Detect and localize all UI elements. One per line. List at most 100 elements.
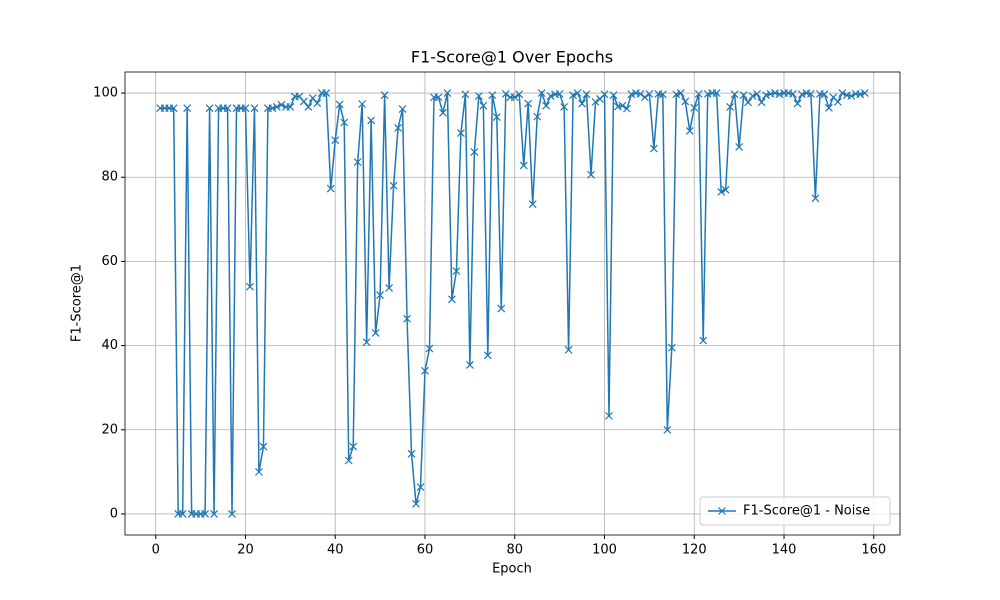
legend-marker bbox=[718, 507, 726, 515]
data-point bbox=[753, 89, 761, 98]
x-tick-label: 40 bbox=[327, 543, 344, 558]
data-point bbox=[389, 181, 398, 190]
data-point bbox=[757, 98, 766, 107]
data-point bbox=[183, 104, 192, 113]
data-point bbox=[775, 90, 784, 99]
data-point bbox=[528, 200, 537, 209]
data-point bbox=[228, 510, 236, 518]
data-point bbox=[838, 89, 847, 97]
data-point bbox=[313, 99, 322, 108]
data-point bbox=[587, 170, 595, 179]
x-tick-label: 160 bbox=[861, 543, 886, 558]
y-tick-label: 80 bbox=[101, 170, 118, 185]
data-point bbox=[623, 104, 631, 113]
data-point bbox=[730, 90, 739, 99]
plot-frame bbox=[124, 71, 901, 536]
data-point bbox=[524, 99, 533, 108]
data-point bbox=[358, 100, 367, 108]
data-point bbox=[771, 89, 779, 97]
data-point bbox=[640, 93, 649, 102]
data-point bbox=[362, 338, 371, 347]
data-point bbox=[299, 97, 308, 106]
data-point bbox=[833, 97, 842, 106]
y-axis-label: F1-Score@1 bbox=[70, 264, 85, 342]
x-tick-label: 80 bbox=[506, 543, 523, 558]
data-point bbox=[474, 92, 483, 100]
data-point bbox=[636, 89, 645, 98]
y-tick-label: 40 bbox=[101, 338, 118, 353]
data-point bbox=[618, 101, 627, 110]
data-point bbox=[349, 442, 358, 451]
data-point bbox=[510, 93, 519, 102]
data-point bbox=[690, 103, 699, 112]
data-point bbox=[726, 103, 735, 111]
data-point bbox=[699, 336, 708, 345]
data-point bbox=[820, 90, 829, 99]
data-point bbox=[353, 158, 362, 166]
data-point bbox=[555, 89, 564, 98]
data-point bbox=[685, 127, 694, 135]
data-point bbox=[385, 284, 394, 292]
data-point bbox=[340, 118, 349, 127]
data-point bbox=[501, 89, 510, 98]
data-point bbox=[277, 100, 286, 109]
data-point bbox=[421, 366, 429, 375]
data-point bbox=[201, 510, 210, 518]
data-point bbox=[560, 103, 569, 111]
data-point bbox=[824, 103, 833, 112]
data-point bbox=[712, 89, 721, 97]
data-point bbox=[367, 116, 376, 125]
data-point bbox=[394, 124, 402, 132]
data-point bbox=[789, 89, 797, 98]
data-point bbox=[483, 351, 492, 360]
data-point bbox=[860, 89, 869, 97]
data-point bbox=[380, 91, 389, 100]
legend-box bbox=[699, 496, 891, 526]
data-point bbox=[412, 499, 420, 508]
data-point bbox=[205, 104, 214, 113]
data-point bbox=[416, 483, 425, 491]
data-point bbox=[600, 90, 609, 99]
data-point bbox=[371, 329, 380, 337]
data-point bbox=[694, 89, 703, 98]
data-point bbox=[479, 101, 488, 110]
data-point bbox=[739, 91, 748, 100]
data-point bbox=[255, 467, 263, 476]
data-point bbox=[335, 100, 344, 109]
data-point bbox=[246, 282, 254, 291]
data-point bbox=[793, 99, 802, 108]
data-point bbox=[178, 510, 187, 518]
data-point bbox=[223, 104, 232, 113]
data-point bbox=[658, 90, 667, 99]
chart-title: F1-Score@1 Over Epochs bbox=[411, 48, 613, 67]
y-tick-label: 20 bbox=[101, 422, 118, 437]
x-tick-label: 60 bbox=[417, 543, 434, 558]
data-point bbox=[515, 90, 524, 99]
data-point bbox=[811, 194, 820, 203]
data-point bbox=[717, 188, 726, 196]
legend: F1-Score@1 - Noise bbox=[699, 496, 891, 526]
data-point bbox=[762, 91, 770, 100]
data-point bbox=[663, 425, 672, 434]
data-point bbox=[748, 92, 757, 100]
data-point bbox=[564, 345, 573, 354]
data-point bbox=[304, 103, 313, 111]
data-point bbox=[407, 449, 416, 458]
data-point bbox=[443, 89, 452, 97]
x-tick-label: 20 bbox=[237, 543, 254, 558]
data-point bbox=[645, 89, 654, 98]
data-point bbox=[649, 144, 658, 153]
data-point bbox=[578, 99, 586, 108]
data-point bbox=[272, 103, 281, 111]
data-point bbox=[672, 90, 681, 99]
data-point bbox=[627, 90, 636, 99]
y-tick-label: 60 bbox=[101, 254, 118, 269]
y-tick-label: 100 bbox=[93, 86, 118, 101]
data-point bbox=[542, 101, 551, 110]
data-point bbox=[169, 104, 178, 113]
data-point bbox=[676, 89, 685, 97]
legend-label: F1-Score@1 - Noise bbox=[743, 504, 870, 519]
data-point bbox=[856, 90, 865, 99]
data-point bbox=[331, 136, 340, 145]
data-point bbox=[591, 97, 600, 106]
